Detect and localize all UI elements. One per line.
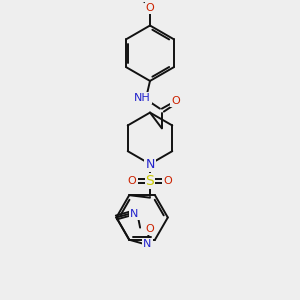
Text: NH: NH xyxy=(134,93,151,103)
Text: O: O xyxy=(146,224,154,234)
Text: O: O xyxy=(146,3,154,13)
Text: O: O xyxy=(164,176,172,186)
Text: S: S xyxy=(146,174,154,188)
Text: O: O xyxy=(128,176,136,186)
Text: N: N xyxy=(143,239,152,249)
Text: N: N xyxy=(130,208,139,218)
Text: O: O xyxy=(171,96,180,106)
Text: N: N xyxy=(145,158,155,170)
